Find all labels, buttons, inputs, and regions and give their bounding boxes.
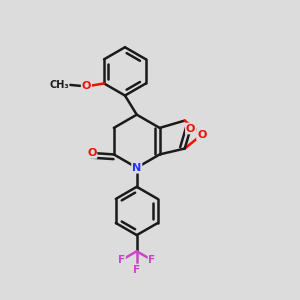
Text: N: N — [132, 163, 141, 173]
Text: F: F — [118, 255, 125, 265]
Text: CH₃: CH₃ — [49, 80, 69, 90]
Text: O: O — [87, 148, 96, 158]
Text: O: O — [82, 81, 91, 92]
Text: O: O — [186, 124, 195, 134]
Text: F: F — [133, 265, 140, 275]
Text: F: F — [148, 255, 156, 265]
Text: O: O — [197, 130, 206, 140]
